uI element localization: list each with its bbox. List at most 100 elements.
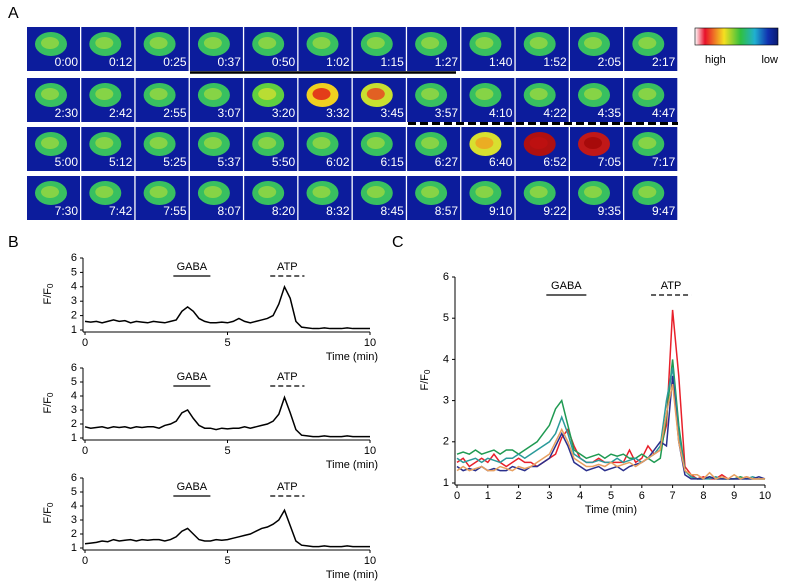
x-tick-label: 0 [82,337,88,349]
treatment-label: ATP [661,280,682,292]
x-tick-label: 10 [364,337,376,349]
colorbar-label: low [761,54,778,66]
timestamp: 0:00 [55,55,79,69]
cell-blob-core [366,37,385,49]
timestamp: 1:02 [326,55,350,69]
y-tick-label: 3 [71,404,77,416]
treatment-label: GABA [177,261,208,273]
cell-blob-core [203,88,222,100]
timestamp: 8:07 [218,204,242,218]
cell-blob-core [95,186,114,198]
cell-blob-core [41,186,59,198]
x-tick-label: 6 [639,490,645,502]
treatment-label: ATP [277,371,298,383]
x-tick-label: 5 [224,555,230,567]
cell-blob-core [203,186,222,198]
y-axis-label: F/F0 [42,283,55,305]
y-tick-label: 4 [71,390,77,402]
cell-blob-core [312,186,331,198]
cell-blob-core [584,137,602,149]
timestamp: 7:55 [163,204,187,218]
y-tick-label: 1 [71,542,77,554]
timestamp: 7:05 [598,155,622,169]
panel-label: C [392,234,404,251]
cell-blob-core [584,186,602,198]
timestamp: 9:22 [543,204,567,218]
cell-blob-core [529,88,548,100]
cell-blob-core [258,186,277,198]
y-tick-label: 2 [71,418,77,430]
timestamp: 0:50 [272,55,296,69]
cell-blob-core [366,186,385,198]
cell-blob-core [149,137,168,149]
x-tick-label: 0 [454,490,460,502]
x-tick-label: 10 [364,555,376,567]
timestamp: 6:15 [380,155,404,169]
cell-blob-core [41,137,59,149]
x-tick-label: 10 [759,490,771,502]
timestamp: 1:27 [435,55,459,69]
cell-blob-core [203,137,222,149]
y-tick-label: 1 [71,324,77,336]
timestamp: 5:50 [272,155,296,169]
cell-blob-core [258,88,277,100]
x-tick-label: 8 [700,490,706,502]
timestamp: 0:25 [163,55,187,69]
cell-blob-core [638,37,657,49]
y-tick-label: 4 [71,500,77,512]
cell-blob-core [475,37,494,49]
timestamp: 1:52 [543,55,567,69]
y-tick-label: 2 [443,436,449,448]
cell-blob-core [149,88,168,100]
cell-blob-core [149,186,168,198]
timestamp: 8:57 [435,204,459,218]
x-axis-label: Time (min) [326,351,378,363]
y-tick-label: 1 [443,477,449,489]
timestamp: 2:55 [163,106,187,120]
x-tick-label: 4 [577,490,583,502]
cell-blob-core [258,37,277,49]
treatment-label: GABA [551,280,582,292]
timestamp: 9:35 [598,204,622,218]
x-tick-label: 3 [546,490,552,502]
timestamp: 9:10 [489,204,513,218]
y-axis-label: F/F0 [419,369,432,391]
y-tick-label: 2 [71,310,77,322]
timestamp: 1:15 [380,55,404,69]
treatment-label: ATP [277,481,298,493]
x-tick-label: 7 [670,490,676,502]
y-tick-label: 6 [71,252,77,264]
y-axis-label: F/F0 [42,392,55,414]
treatment-label: GABA [177,481,208,493]
x-tick-label: 5 [224,445,230,457]
cell-blob-core [312,88,331,100]
timestamp: 9:47 [652,204,676,218]
data-line [456,383,765,480]
data-line [456,375,766,480]
y-tick-label: 4 [443,353,449,365]
cell-blob-core [312,37,331,49]
y-tick-label: 3 [71,295,77,307]
x-tick-label: 5 [224,337,230,349]
timestamp: 7:30 [55,204,79,218]
timestamp: 0:37 [218,55,242,69]
timestamp: 6:52 [543,155,567,169]
timestamp: 4:22 [543,106,567,120]
cell-blob-core [366,88,385,100]
timestamp: 3:57 [435,106,459,120]
timestamp: 5:12 [109,155,133,169]
cell-blob-core [258,137,277,149]
timestamp: 2:17 [652,55,676,69]
y-axis-label: F/F0 [42,502,55,524]
timestamp: 3:07 [218,106,242,120]
panel-label: A [8,5,19,22]
timestamp: 6:27 [435,155,459,169]
treatment-label: ATP [277,261,298,273]
timestamp: 3:20 [272,106,296,120]
timestamp: 7:17 [652,155,676,169]
timestamp: 4:35 [598,106,622,120]
treatment-label: GABA [177,371,208,383]
cell-blob-core [638,186,657,198]
timestamp: 6:02 [326,155,350,169]
y-tick-label: 6 [71,362,77,374]
